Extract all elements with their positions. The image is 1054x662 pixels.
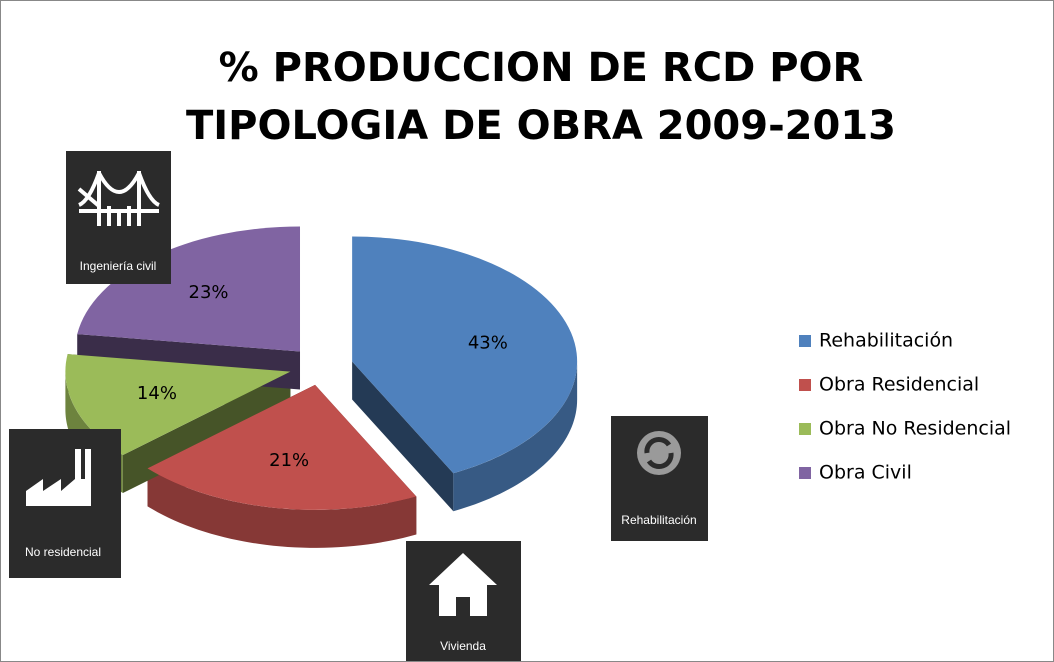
slice-side bbox=[352, 361, 454, 512]
slice bbox=[147, 384, 417, 510]
icon-rehab: Rehabilitación bbox=[611, 416, 708, 541]
legend-label: Rehabilitación bbox=[819, 330, 953, 352]
icon-glyph bbox=[26, 449, 91, 506]
slice bbox=[77, 226, 301, 352]
legend-label: Obra Civil bbox=[819, 462, 912, 484]
icon-glyph bbox=[77, 171, 160, 226]
slice bbox=[352, 236, 578, 474]
data-label: 21% bbox=[269, 450, 309, 471]
icon-bridge: Ingeniería civil bbox=[66, 151, 171, 284]
slice-side bbox=[147, 468, 417, 548]
data-label: 23% bbox=[189, 282, 229, 303]
data-label: 43% bbox=[468, 333, 508, 354]
legend-label: Obra Residencial bbox=[819, 374, 979, 396]
icon-label: No residencial bbox=[25, 545, 101, 559]
legend-swatch bbox=[799, 335, 811, 347]
pie: 43% 21% 14% 23% bbox=[65, 226, 578, 548]
legend-swatch bbox=[799, 467, 811, 479]
legend: Rehabilitación Obra Residencial Obra No Re… bbox=[799, 330, 1011, 484]
chart-title: % PRODUCCION DE RCD POR TIPOLOGIA DE OBR… bbox=[185, 45, 897, 149]
data-label: 14% bbox=[137, 383, 177, 404]
icon-glyph bbox=[644, 437, 674, 469]
legend-swatch bbox=[799, 423, 811, 435]
icon-label: Rehabilitación bbox=[621, 513, 696, 527]
slice bbox=[65, 354, 291, 456]
legend-swatch bbox=[799, 379, 811, 391]
slice-side bbox=[453, 361, 578, 512]
legend-label: Obra No Residencial bbox=[819, 418, 1011, 440]
icon-factory: No residencial bbox=[9, 429, 121, 578]
icon-house: Vivienda bbox=[406, 541, 521, 661]
icon-glyph bbox=[429, 553, 497, 616]
icon-label: Ingeniería civil bbox=[80, 259, 157, 273]
icon-label: Vivienda bbox=[440, 639, 486, 653]
